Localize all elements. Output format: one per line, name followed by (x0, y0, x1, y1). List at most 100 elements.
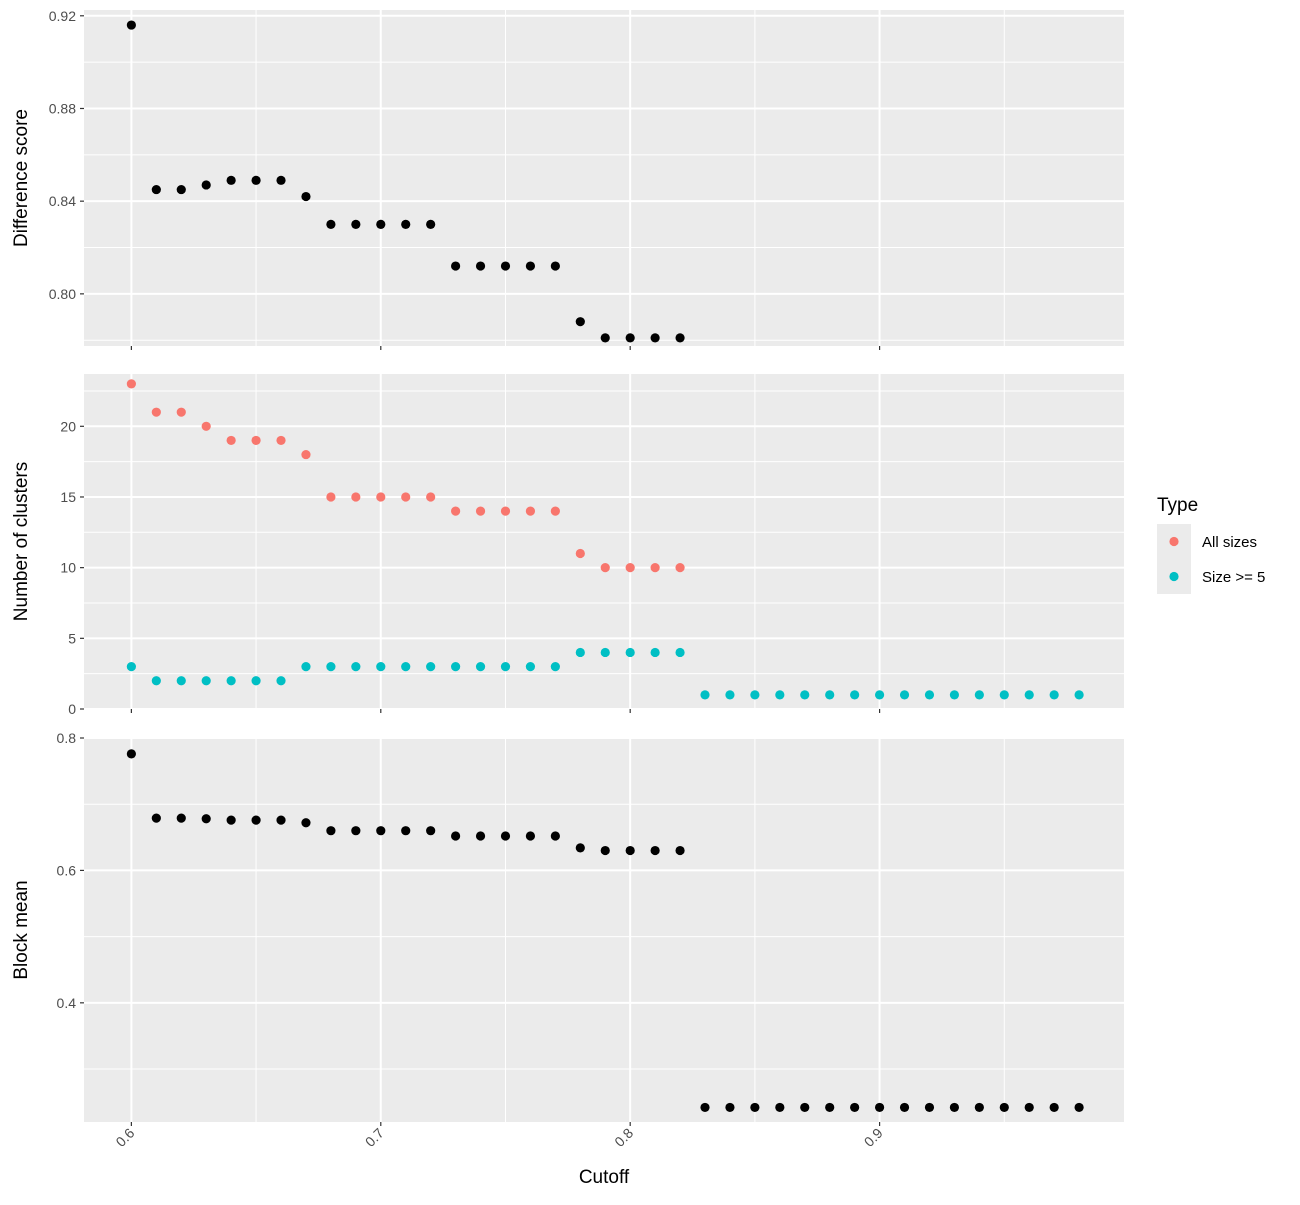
panel-1: 0.80 0.84 0.88 0.92 Difference score (11, 8, 1124, 350)
y-tick-label: 0.88 (49, 100, 76, 116)
data-point (650, 333, 660, 343)
data-point (126, 379, 136, 389)
panel-background (84, 374, 1124, 709)
y-axis-title: Number of clusters (11, 462, 32, 621)
data-point (426, 492, 436, 502)
y-tick-label: 0.8 (57, 730, 77, 746)
data-point (326, 661, 336, 672)
data-point (500, 506, 511, 516)
data-point (650, 845, 660, 856)
data-point (451, 831, 461, 841)
data-point (1024, 690, 1034, 700)
series-2 (126, 647, 1084, 700)
y-axis-title: Block mean (11, 880, 32, 979)
data-point (226, 676, 236, 686)
data-point (426, 661, 436, 672)
data-point (825, 1102, 835, 1113)
data-point (151, 676, 161, 686)
data-point (625, 333, 635, 343)
data-point (874, 1102, 885, 1113)
data-point (351, 661, 361, 672)
data-point (575, 317, 585, 327)
data-point (401, 492, 411, 502)
data-point (1024, 1102, 1034, 1113)
legend-key (1169, 536, 1179, 547)
y-axis-title: Difference score (11, 109, 32, 247)
data-point (201, 676, 211, 686)
data-point (800, 1102, 810, 1113)
legend-key (1169, 571, 1179, 582)
data-point (675, 647, 685, 658)
data-point (525, 261, 536, 271)
x-axis-title: Cutoff (579, 1167, 630, 1188)
data-point (1049, 690, 1059, 700)
legend-title: Type (1157, 495, 1198, 516)
data-point (675, 333, 685, 343)
data-point (376, 661, 386, 672)
data-point (251, 435, 261, 446)
data-point (500, 661, 511, 672)
data-point (301, 191, 311, 202)
data-point (625, 563, 635, 573)
y-tick-label: 15 (60, 489, 76, 505)
data-point (525, 831, 536, 841)
data-point (899, 690, 910, 700)
data-point (151, 184, 161, 195)
data-point (600, 563, 610, 573)
y-tick-label: 20 (60, 418, 76, 434)
y-tick-label: 0.84 (49, 193, 76, 209)
data-point (550, 831, 560, 841)
data-point (775, 1102, 785, 1113)
data-point (475, 661, 486, 672)
data-point (974, 1102, 984, 1113)
data-point (949, 1102, 960, 1113)
data-point (999, 690, 1009, 700)
data-point (500, 831, 511, 841)
data-point (376, 826, 386, 836)
data-point (525, 506, 536, 516)
data-point (949, 690, 960, 700)
data-point (276, 815, 286, 825)
data-point (700, 1102, 710, 1113)
data-point (1074, 1102, 1084, 1113)
data-point (276, 435, 286, 446)
data-point (226, 815, 236, 825)
data-point (1049, 1102, 1059, 1113)
data-point (251, 676, 261, 686)
data-point (326, 492, 336, 502)
data-point (575, 843, 585, 853)
y-tick-label: 5 (68, 630, 76, 646)
data-point (475, 506, 486, 516)
data-point (850, 1102, 860, 1113)
data-point (725, 1102, 735, 1113)
data-point (176, 676, 186, 686)
data-point (401, 661, 411, 672)
data-point (126, 749, 136, 759)
series-1 (126, 749, 1084, 1113)
data-point (825, 690, 835, 700)
data-point (201, 421, 211, 431)
data-point (575, 548, 585, 559)
data-point (226, 175, 236, 185)
data-point (999, 1102, 1009, 1113)
data-point (750, 690, 760, 700)
data-point (775, 690, 785, 700)
legend: Type All sizes Size >= 5 (1157, 495, 1265, 594)
data-point (301, 661, 311, 672)
data-point (126, 20, 136, 30)
x-tick-label: 0.7 (362, 1125, 387, 1150)
y-tick-label: 0.92 (49, 8, 76, 24)
data-point (251, 815, 261, 825)
data-point (475, 261, 486, 271)
x-tick-label: 0.6 (112, 1125, 137, 1150)
x-tick-label: 0.9 (861, 1125, 886, 1150)
data-point (625, 647, 635, 658)
data-point (251, 175, 261, 185)
y-tick-label: 0.80 (49, 286, 76, 302)
data-point (201, 180, 211, 190)
data-point (550, 661, 560, 672)
data-point (426, 826, 436, 836)
y-tick-label: 10 (60, 560, 76, 576)
data-point (575, 647, 585, 658)
data-point (899, 1102, 910, 1113)
